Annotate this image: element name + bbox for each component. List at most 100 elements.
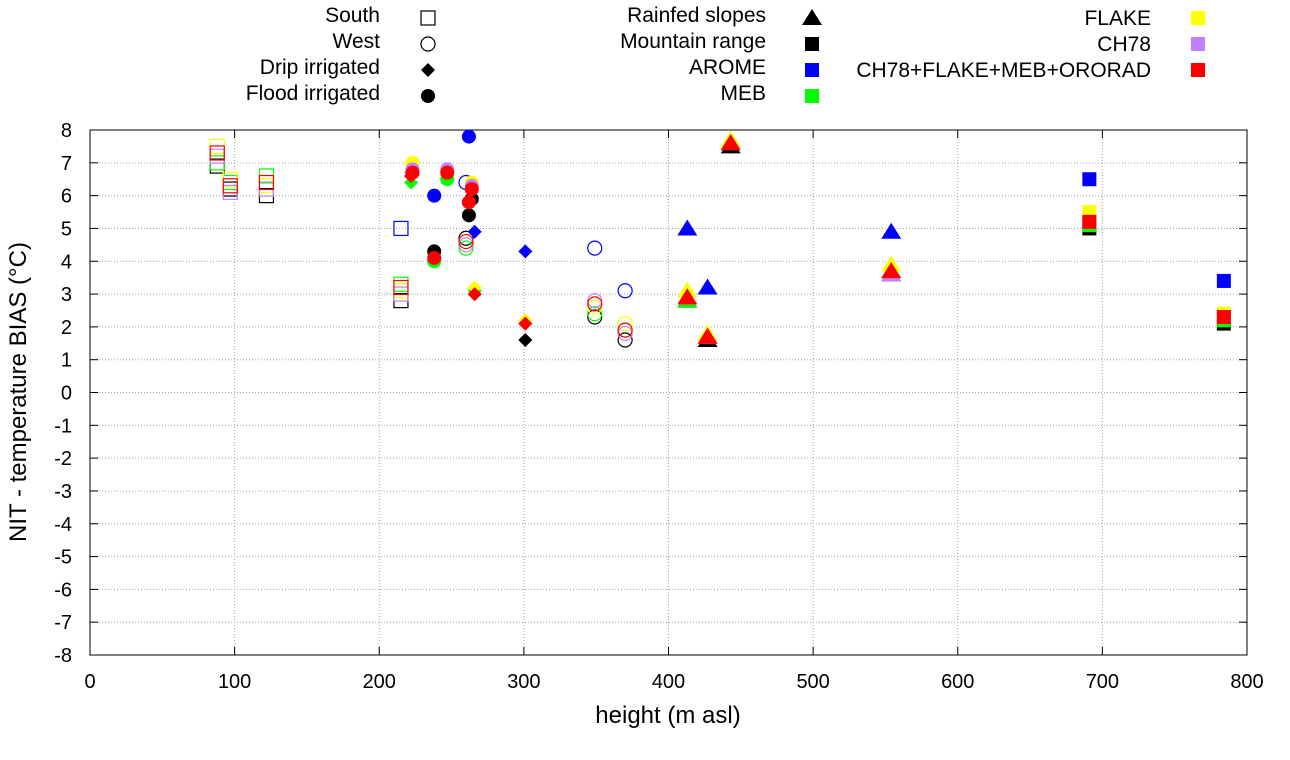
x-axis-label: height (m asl) xyxy=(595,702,740,729)
y-tick-label: -4 xyxy=(54,514,72,536)
legend-label: Mountain range xyxy=(620,30,766,53)
data-points xyxy=(209,129,1231,348)
data-point-rainfed-slopes xyxy=(881,262,902,279)
data-point-west xyxy=(458,240,474,256)
legend-marker xyxy=(805,37,819,51)
data-point-mountain-range xyxy=(1216,273,1231,288)
data-point-west xyxy=(617,322,633,338)
data-point-south xyxy=(209,158,225,174)
data-point-flood-irrigated xyxy=(427,188,442,203)
x-tick-label: 0 xyxy=(84,671,95,693)
data-point-flood-irrigated xyxy=(461,129,476,144)
series-arome xyxy=(393,129,1231,299)
axis-ticks: 0 100 200 300 400 500 600 700 800 -8 -7 -6 -5 -4 -3 -2 -… xyxy=(54,120,1263,693)
data-point-flood-irrigated xyxy=(464,182,479,197)
x-tick-label: 600 xyxy=(941,671,974,693)
data-point-west xyxy=(587,306,603,322)
legend-label: CH78+FLAKE+MEB+ORORAD xyxy=(856,59,1151,82)
legend-item-south: South xyxy=(325,4,436,27)
legend-marker xyxy=(802,9,822,25)
data-point-drip-irrigated xyxy=(467,287,482,302)
y-tick-label: 1 xyxy=(61,350,72,372)
y-tick-label: 4 xyxy=(61,251,72,273)
legend-item-flake: FLAKE xyxy=(1084,7,1205,30)
series-ch78 xyxy=(209,134,1231,344)
legend-marker xyxy=(1191,11,1205,25)
data-point-mountain-range xyxy=(1082,214,1097,229)
data-point-rainfed-slopes xyxy=(881,222,902,239)
grid-lines xyxy=(90,130,1247,655)
data-point-west xyxy=(617,283,633,299)
data-point-rainfed-slopes xyxy=(697,327,718,344)
series-ch78-flake-meb-ororad xyxy=(209,134,1231,344)
data-point-flood-irrigated xyxy=(427,250,442,265)
data-point-west xyxy=(587,293,603,309)
data-point-drip-irrigated xyxy=(518,333,533,347)
y-tick-label: 5 xyxy=(61,218,72,240)
data-point-rainfed-slopes xyxy=(697,278,718,295)
data-point-west xyxy=(617,325,633,342)
legend-item-rainfed-slopes: Rainfed slopes xyxy=(627,4,822,27)
data-point-drip-irrigated xyxy=(467,224,482,239)
legend-label: West xyxy=(333,30,381,53)
legend-item-mountain-range: Mountain range xyxy=(620,30,819,53)
data-point-west xyxy=(587,309,603,325)
legend-label: Drip irrigated xyxy=(260,56,380,79)
legend-label: Rainfed slopes xyxy=(627,4,766,27)
legend-marker xyxy=(805,63,819,77)
y-tick-label: 6 xyxy=(61,186,72,208)
y-tick-label: -3 xyxy=(54,481,72,503)
legend-marker xyxy=(420,36,436,52)
legend-item-arome: AROME xyxy=(689,56,819,79)
legend-marker xyxy=(1191,37,1205,51)
data-point-mountain-range xyxy=(1082,172,1097,187)
x-tick-label: 400 xyxy=(652,671,685,693)
data-point-south xyxy=(258,174,275,191)
y-axis-label: NIT - temperature BIAS (°C) xyxy=(5,242,32,542)
data-point-drip-irrigated xyxy=(518,316,533,331)
data-point-west xyxy=(458,233,474,250)
data-point-west xyxy=(617,332,633,348)
data-point-flood-irrigated xyxy=(461,208,476,223)
data-point-west xyxy=(587,296,603,312)
series-flake xyxy=(209,130,1231,341)
x-tick-label: 300 xyxy=(507,671,540,693)
y-tick-label: -7 xyxy=(54,612,72,634)
data-point-west xyxy=(587,240,603,256)
data-point-west xyxy=(587,299,603,315)
data-point-rainfed-slopes xyxy=(720,134,741,151)
x-tick-label: 500 xyxy=(796,671,829,693)
data-point-south xyxy=(209,145,225,161)
data-point-south xyxy=(222,178,238,194)
legend-item-west: West xyxy=(333,30,436,53)
data-point-drip-irrigated xyxy=(518,244,533,259)
data-point-mountain-range xyxy=(1216,310,1231,325)
legend-label: Flood irrigated xyxy=(246,82,380,105)
y-tick-label: 7 xyxy=(61,153,72,175)
x-tick-label: 800 xyxy=(1230,671,1263,693)
legend-label: South xyxy=(325,4,380,27)
y-tick-label: -2 xyxy=(54,448,72,470)
legend-item-drip-irrigated: Drip irrigated xyxy=(260,56,435,79)
legend-marker xyxy=(420,10,436,26)
y-tick-label: 8 xyxy=(61,120,72,142)
legend-label: FLAKE xyxy=(1084,7,1151,30)
y-tick-label: -8 xyxy=(54,645,72,667)
legend-marker xyxy=(805,89,819,103)
x-tick-label: 100 xyxy=(218,671,251,693)
x-tick-label: 700 xyxy=(1086,671,1119,693)
data-point-south xyxy=(393,220,409,237)
data-point-flood-irrigated xyxy=(461,195,476,210)
legend-label: AROME xyxy=(689,56,766,79)
data-point-rainfed-slopes xyxy=(677,219,698,236)
y-tick-label: -5 xyxy=(54,547,72,569)
y-tick-label: -6 xyxy=(54,579,72,601)
data-point-south xyxy=(393,279,409,296)
data-point-west xyxy=(617,315,633,332)
legend-item-meb: MEB xyxy=(720,82,819,105)
y-tick-label: 3 xyxy=(61,284,72,306)
legend: South West Drip irrigated Flood irrigated Ra… xyxy=(246,4,1205,105)
series-meb xyxy=(209,134,1231,344)
data-point-south xyxy=(258,178,275,194)
